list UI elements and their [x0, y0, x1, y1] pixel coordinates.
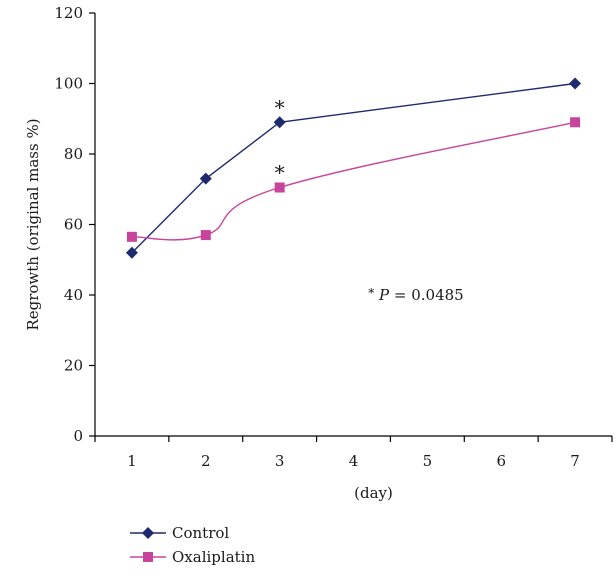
annotation-layer: *** P = 0.0485: [275, 95, 464, 304]
x-axis-title: (day): [354, 484, 393, 502]
x-tick-label: 2: [201, 452, 211, 470]
series-line: [131, 82, 576, 254]
legend-marker: [143, 552, 153, 562]
p-value-text: P: [374, 286, 390, 304]
significance-star: *: [275, 160, 285, 184]
x-tick-label: 1: [127, 452, 137, 470]
y-tick-label: 60: [64, 216, 83, 234]
legend-label: Oxaliplatin: [172, 548, 255, 566]
y-tick-label: 120: [54, 4, 83, 22]
series-layer: [125, 77, 582, 259]
legend-item: Oxaliplatin: [130, 548, 255, 566]
significance-star: *: [275, 95, 285, 119]
data-point: [274, 182, 285, 193]
y-axis-title: Regrowth (original mass %): [24, 118, 42, 330]
x-tick-label: 7: [570, 452, 580, 470]
y-tick-label: 100: [54, 75, 83, 93]
series-line: [131, 121, 576, 241]
data-point: [200, 230, 211, 241]
x-tick-label: 6: [496, 452, 506, 470]
y-tick-label: 20: [64, 357, 83, 375]
p-value-number: = 0.0485: [389, 286, 464, 304]
y-tick-label: 0: [73, 427, 83, 445]
data-point: [126, 231, 137, 242]
x-tick-label: 3: [275, 452, 285, 470]
x-tick-label: 4: [349, 452, 359, 470]
series-oxaliplatin: [126, 117, 581, 242]
legend-item: Control: [130, 524, 229, 542]
data-point: [570, 117, 581, 128]
axes: 0 20 40 60 80 100 120 1 2 3 4 5 6 7 (day) Regrowth (ori…: [24, 4, 613, 502]
series-control: [125, 77, 582, 259]
data-point: [273, 116, 286, 129]
p-value-annotation: * P = 0.0485: [368, 286, 463, 304]
x-tick-label: 5: [423, 452, 433, 470]
p-value-star: *: [368, 286, 374, 300]
data-point: [125, 246, 138, 259]
data-point: [569, 77, 582, 90]
legend-marker: [142, 527, 154, 539]
legend: Control Oxaliplatin: [130, 524, 255, 566]
data-point: [199, 172, 212, 185]
y-tick-label: 80: [64, 145, 83, 163]
y-tick-label: 40: [64, 286, 83, 304]
legend-label: Control: [172, 524, 229, 542]
